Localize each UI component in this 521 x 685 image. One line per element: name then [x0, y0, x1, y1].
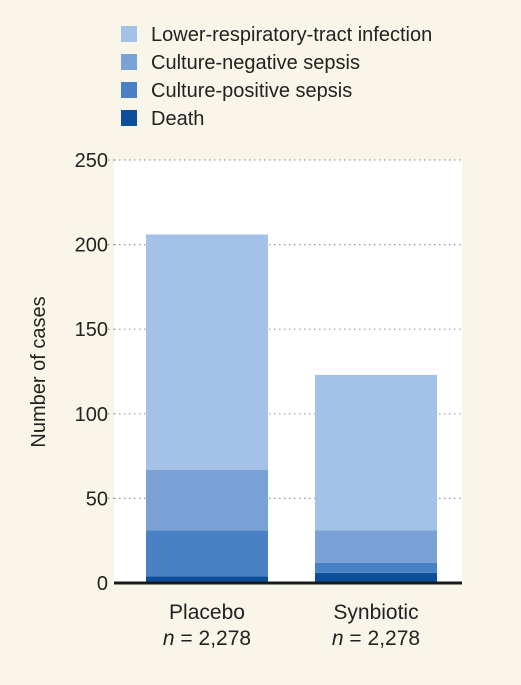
y-axis-title: Number of cases — [28, 296, 50, 447]
legend-label: Culture-positive sepsis — [151, 80, 352, 102]
legend-swatch — [121, 82, 137, 98]
n-value: = 2,278 — [175, 627, 251, 650]
n-value: = 2,278 — [344, 627, 420, 650]
legend-swatch — [121, 26, 137, 42]
legend-swatch — [121, 110, 137, 126]
y-tick-label: 250 — [75, 150, 108, 172]
category-labels: Placebo n = 2,278 Synbiotic n = 2,278 — [163, 601, 420, 650]
bar-segment-synbiotic-lower-respiratory-tract-infection — [315, 374, 437, 531]
bar-segment-placebo-lower-respiratory-tract-infection — [146, 234, 268, 470]
sample-size-label: n = 2,278 — [163, 627, 251, 650]
y-tick-label: 150 — [75, 319, 108, 341]
category-label: Placebo — [169, 601, 245, 624]
bar-segment-placebo-death — [146, 576, 268, 583]
y-tick-label: 100 — [75, 404, 108, 426]
n-symbol: n — [163, 627, 175, 650]
bar-segment-placebo-culture-negative-sepsis — [146, 469, 268, 531]
legend-label: Lower-respiratory-tract infection — [151, 24, 432, 46]
legend-swatch — [121, 54, 137, 70]
y-tick-labels: 0 50 100 150 200 250 — [75, 150, 108, 595]
bar-segment-synbiotic-death — [315, 572, 437, 583]
legend-label: Culture-negative sepsis — [151, 52, 360, 74]
y-tick-label: 50 — [86, 488, 108, 510]
legend: Lower-respiratory-tract infection Culture… — [121, 24, 432, 130]
y-tick-label: 0 — [97, 573, 108, 595]
n-symbol: n — [332, 627, 344, 650]
category-label: Synbiotic — [333, 601, 418, 624]
sample-size-label: n = 2,278 — [332, 627, 420, 650]
y-tick-label: 200 — [75, 235, 108, 257]
bar-segment-synbiotic-culture-negative-sepsis — [315, 530, 437, 563]
bar-segment-synbiotic-culture-positive-sepsis — [315, 562, 437, 573]
bars — [146, 234, 437, 583]
legend-label: Death — [151, 108, 204, 130]
bar-segment-placebo-culture-positive-sepsis — [146, 530, 268, 577]
